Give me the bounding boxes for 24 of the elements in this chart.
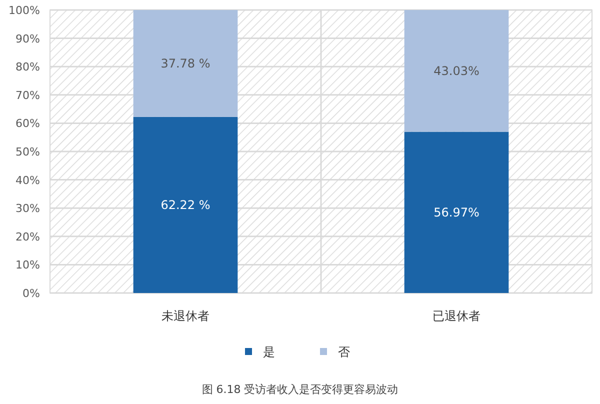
x-tick-label: 未退休者 <box>162 309 210 323</box>
legend-label: 否 <box>338 345 350 359</box>
bar <box>133 116 238 293</box>
data-label: 43.03% <box>434 64 480 78</box>
y-tick-label: 60% <box>16 117 40 130</box>
y-tick-label: 40% <box>16 174 40 187</box>
data-label: 37.78 % <box>160 56 210 70</box>
legend-label: 是 <box>263 345 275 359</box>
y-tick-label: 50% <box>16 146 40 158</box>
data-label: 56.97% <box>434 205 480 220</box>
bar <box>404 10 509 132</box>
y-tick-label: 30% <box>16 202 40 216</box>
bar <box>404 132 509 293</box>
y-tick-label: 80% <box>16 60 40 74</box>
bar <box>133 10 238 117</box>
x-tick-label: 已退休者 <box>432 309 480 323</box>
y-tick-label: 0% <box>22 287 40 300</box>
y-tick-label: 70% <box>16 88 40 102</box>
text: 图 6.18 受访者收入是否变得更容易波动 <box>202 383 398 396</box>
y-tick-label: 10% <box>16 258 40 272</box>
y-tick-label: 90% <box>16 32 40 46</box>
y-tick-label: 100% <box>8 4 40 17</box>
y-tick-label: 20% <box>16 230 40 244</box>
data-label: 62.22 % <box>160 198 210 212</box>
